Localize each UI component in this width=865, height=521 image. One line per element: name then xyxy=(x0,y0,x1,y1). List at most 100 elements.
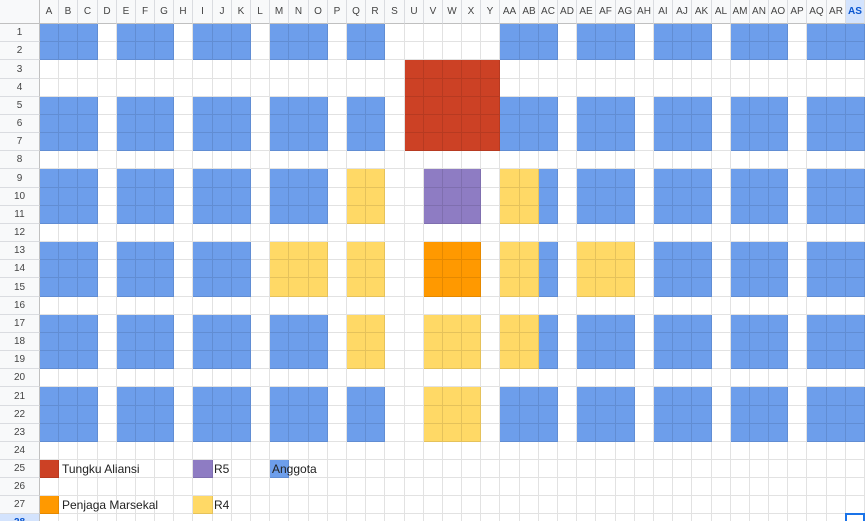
cell-AG18[interactable] xyxy=(616,333,635,351)
cell-R5[interactable] xyxy=(366,97,385,115)
cell-AH16[interactable] xyxy=(635,297,654,315)
cell-AF17[interactable] xyxy=(596,315,616,333)
cell-D25[interactable] xyxy=(98,460,117,478)
cell-N25[interactable] xyxy=(289,460,309,478)
cell-AL1[interactable] xyxy=(712,24,731,42)
cell-I18[interactable] xyxy=(193,333,213,351)
cell-AL10[interactable] xyxy=(712,188,731,206)
cell-G16[interactable] xyxy=(155,297,174,315)
cell-AE19[interactable] xyxy=(577,351,596,369)
cell-AS27[interactable] xyxy=(846,496,865,514)
cell-AL13[interactable] xyxy=(712,242,731,260)
cell-AC1[interactable] xyxy=(539,24,558,42)
cell-AB27[interactable] xyxy=(520,496,539,514)
cell-H23[interactable] xyxy=(174,424,193,442)
cell-AQ2[interactable] xyxy=(807,42,827,60)
cell-O18[interactable] xyxy=(309,333,328,351)
cell-R16[interactable] xyxy=(366,297,385,315)
cell-P14[interactable] xyxy=(328,260,347,278)
column-header-Q[interactable]: Q xyxy=(347,0,366,24)
cell-D10[interactable] xyxy=(98,188,117,206)
cell-AQ3[interactable] xyxy=(807,60,827,79)
cell-AI15[interactable] xyxy=(654,278,673,297)
row-header-10[interactable]: 10 xyxy=(0,188,40,206)
cell-X5[interactable] xyxy=(462,97,481,115)
cell-E9[interactable] xyxy=(117,169,136,188)
cell-AR9[interactable] xyxy=(827,169,846,188)
cell-AG7[interactable] xyxy=(616,133,635,151)
cell-U15[interactable] xyxy=(405,278,424,297)
cell-AP1[interactable] xyxy=(788,24,807,42)
cell-AB4[interactable] xyxy=(520,79,539,97)
cell-AQ24[interactable] xyxy=(807,442,827,460)
row-header-15[interactable]: 15 xyxy=(0,278,40,297)
cell-AR17[interactable] xyxy=(827,315,846,333)
cell-H2[interactable] xyxy=(174,42,193,60)
cell-AM15[interactable] xyxy=(731,278,750,297)
cell-AG6[interactable] xyxy=(616,115,635,133)
cell-Q26[interactable] xyxy=(347,478,366,496)
cell-AK4[interactable] xyxy=(692,79,712,97)
cell-E20[interactable] xyxy=(117,369,136,387)
cell-AK23[interactable] xyxy=(692,424,712,442)
cell-V5[interactable] xyxy=(424,97,443,115)
column-header-AI[interactable]: AI xyxy=(654,0,673,24)
cell-AI13[interactable] xyxy=(654,242,673,260)
row-header-24[interactable]: 24 xyxy=(0,442,40,460)
row-header-8[interactable]: 8 xyxy=(0,151,40,169)
column-header-D[interactable]: D xyxy=(98,0,117,24)
row-header-28[interactable]: 28 xyxy=(0,514,40,521)
cell-AC24[interactable] xyxy=(539,442,558,460)
cell-K14[interactable] xyxy=(232,260,251,278)
cell-AM17[interactable] xyxy=(731,315,750,333)
cell-AI18[interactable] xyxy=(654,333,673,351)
cell-AP7[interactable] xyxy=(788,133,807,151)
cell-AG24[interactable] xyxy=(616,442,635,460)
cell-AC18[interactable] xyxy=(539,333,558,351)
cell-M1[interactable] xyxy=(270,24,289,42)
cell-I1[interactable] xyxy=(193,24,213,42)
cell-AO13[interactable] xyxy=(769,242,788,260)
cell-K1[interactable] xyxy=(232,24,251,42)
cell-AH25[interactable] xyxy=(635,460,654,478)
cell-N28[interactable] xyxy=(289,514,309,521)
cell-AL20[interactable] xyxy=(712,369,731,387)
cell-Q3[interactable] xyxy=(347,60,366,79)
cell-AN25[interactable] xyxy=(750,460,769,478)
cell-K26[interactable] xyxy=(232,478,251,496)
cell-Y13[interactable] xyxy=(481,242,500,260)
cell-AJ14[interactable] xyxy=(673,260,692,278)
cell-J13[interactable] xyxy=(213,242,232,260)
cell-AI9[interactable] xyxy=(654,169,673,188)
cell-Y2[interactable] xyxy=(481,42,500,60)
cell-Q4[interactable] xyxy=(347,79,366,97)
row-header-9[interactable]: 9 xyxy=(0,169,40,188)
cell-E3[interactable] xyxy=(117,60,136,79)
cell-S26[interactable] xyxy=(385,478,405,496)
cell-H20[interactable] xyxy=(174,369,193,387)
cell-AA17[interactable] xyxy=(500,315,520,333)
cell-I9[interactable] xyxy=(193,169,213,188)
cell-AQ28[interactable] xyxy=(807,514,827,521)
cell-AE8[interactable] xyxy=(577,151,596,169)
cell-AL16[interactable] xyxy=(712,297,731,315)
cell-AB1[interactable] xyxy=(520,24,539,42)
cell-L25[interactable] xyxy=(251,460,270,478)
cell-S21[interactable] xyxy=(385,387,405,406)
cell-Q12[interactable] xyxy=(347,224,366,242)
cell-P6[interactable] xyxy=(328,115,347,133)
cell-C16[interactable] xyxy=(78,297,98,315)
cell-AM5[interactable] xyxy=(731,97,750,115)
cell-AJ5[interactable] xyxy=(673,97,692,115)
cell-AQ14[interactable] xyxy=(807,260,827,278)
cell-A9[interactable] xyxy=(40,169,59,188)
cell-R22[interactable] xyxy=(366,406,385,424)
cell-Y3[interactable] xyxy=(481,60,500,79)
cell-AF10[interactable] xyxy=(596,188,616,206)
cell-AP9[interactable] xyxy=(788,169,807,188)
cell-AR23[interactable] xyxy=(827,424,846,442)
cell-K22[interactable] xyxy=(232,406,251,424)
cell-AP27[interactable] xyxy=(788,496,807,514)
cell-P22[interactable] xyxy=(328,406,347,424)
cell-Y15[interactable] xyxy=(481,278,500,297)
